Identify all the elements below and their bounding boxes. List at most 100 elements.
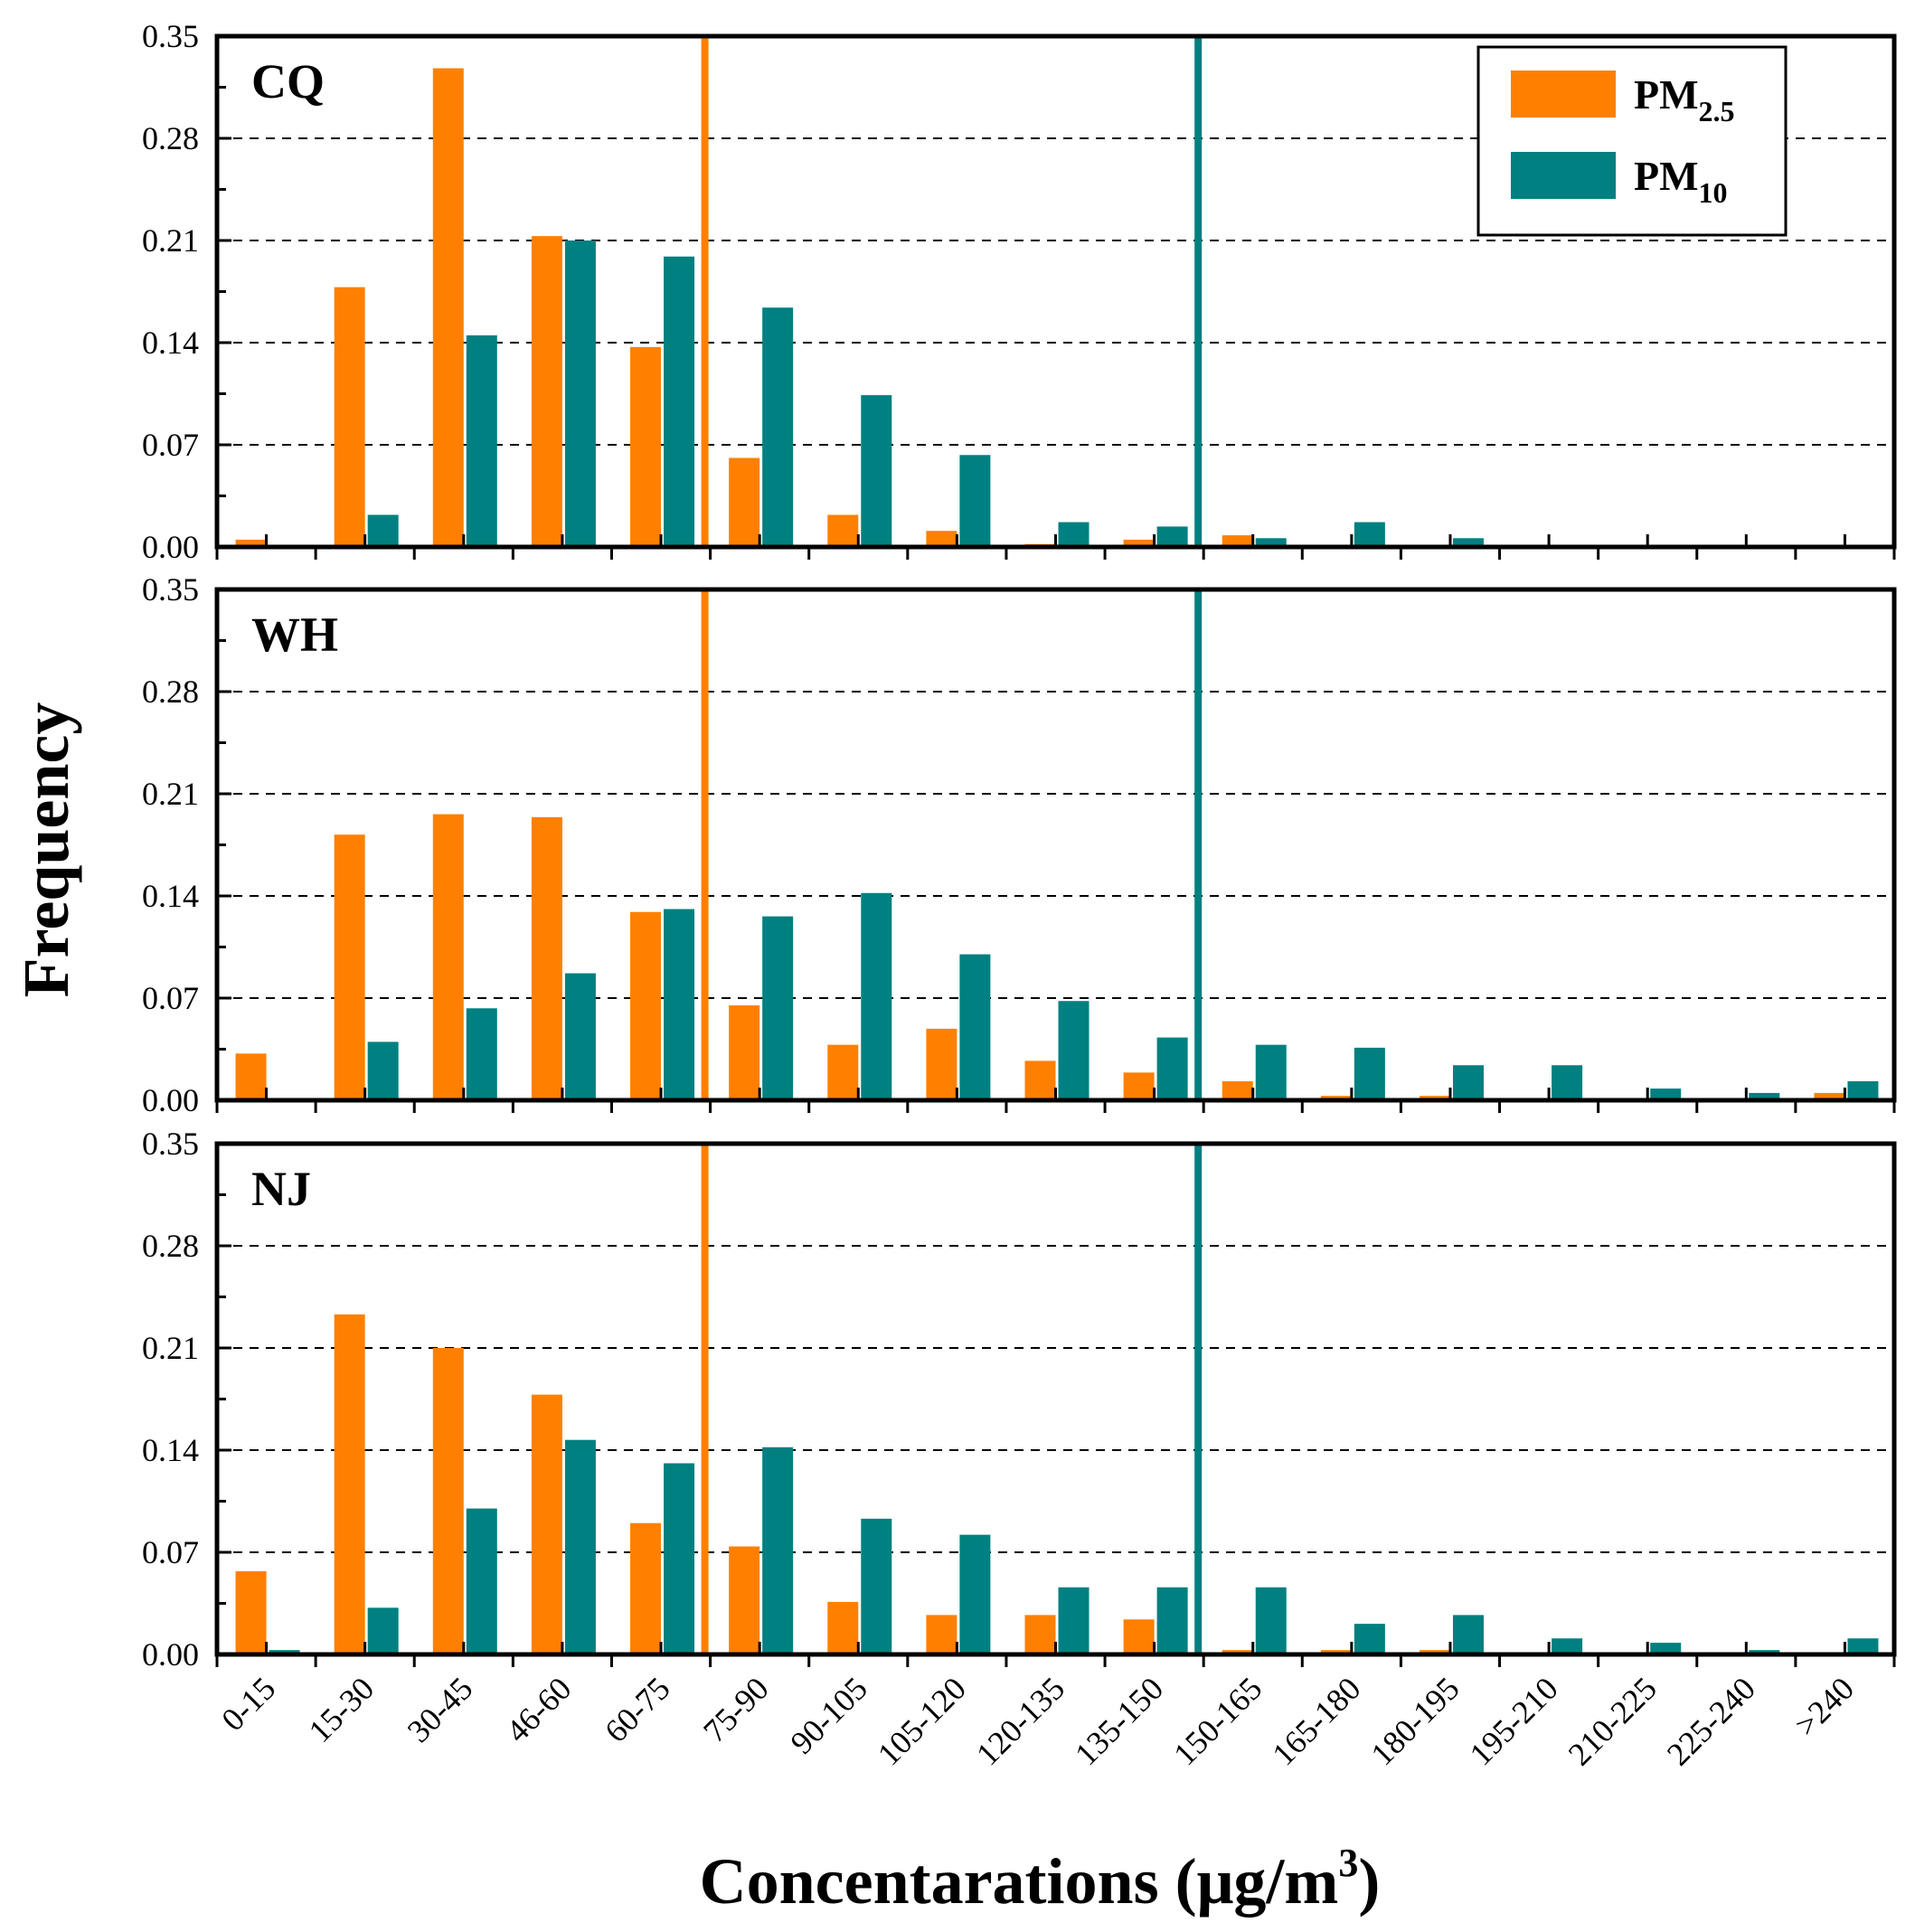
- y-tick-label: 0.14: [142, 325, 199, 361]
- x-axis-title-close: ): [1358, 1845, 1380, 1918]
- bar-pm10-wh-3: [564, 973, 596, 1100]
- legend-label-pm25: PM2.5: [1634, 71, 1735, 127]
- bar-pm25-nj-8: [1024, 1615, 1056, 1654]
- x-tick-label: 46-60: [499, 1670, 579, 1749]
- bar-pm25-cq-6: [827, 514, 859, 547]
- y-tick-label: 0.00: [142, 1636, 199, 1673]
- bar-pm10-wh-5: [762, 916, 794, 1100]
- bar-pm10-cq-8: [1058, 522, 1090, 547]
- bar-pm25-cq-0: [235, 539, 267, 547]
- bar-pm25-wh-2: [432, 814, 464, 1100]
- y-tick-label: 0.21: [142, 222, 199, 259]
- bar-pm25-cq-10: [1222, 535, 1253, 547]
- bar-pm10-cq-5: [762, 307, 794, 547]
- x-tick-label: 225-240: [1660, 1670, 1762, 1772]
- bar-pm25-wh-4: [630, 911, 662, 1100]
- legend: PM2.5 PM10: [1476, 45, 1788, 237]
- y-tick-label: 0.28: [142, 120, 199, 156]
- bar-pm10-nj-14: [1650, 1643, 1682, 1654]
- panel-frame: [214, 33, 1897, 550]
- bar-pm25-wh-3: [531, 816, 562, 1100]
- bar-pm10-wh-1: [367, 1041, 399, 1100]
- x-tick-label: 30-45: [401, 1670, 480, 1749]
- bar-pm10-nj-12: [1452, 1615, 1484, 1654]
- bar-pm10-wh-7: [959, 954, 991, 1100]
- x-axis-title: Concentarations (μg/m3): [700, 1841, 1381, 1918]
- bar-pm10-nj-13: [1552, 1638, 1583, 1654]
- bar-pm10-cq-6: [861, 395, 892, 547]
- legend-swatch-pm10: [1511, 152, 1616, 199]
- legend-label-pm10: PM10: [1634, 153, 1728, 209]
- bar-pm25-wh-9: [1123, 1072, 1155, 1100]
- bar-pm25-nj-3: [531, 1394, 562, 1654]
- x-tick-label: 15-30: [302, 1670, 382, 1749]
- y-tick-label: 0.35: [142, 1126, 199, 1162]
- bar-pm10-nj-5: [762, 1447, 794, 1654]
- y-tick-label: 0.07: [142, 1534, 199, 1570]
- bar-pm10-cq-4: [664, 256, 695, 547]
- x-tick-label: 135-150: [1068, 1670, 1170, 1772]
- bar-pm25-wh-8: [1024, 1060, 1056, 1100]
- bar-pm10-nj-1: [367, 1607, 399, 1654]
- y-axis-title: Frequency: [10, 702, 82, 998]
- bar-pm25-cq-2: [432, 68, 464, 547]
- bar-pm25-cq-3: [531, 236, 562, 547]
- bar-pm10-nj-3: [564, 1439, 596, 1654]
- y-tick-label: 0.21: [142, 776, 199, 812]
- x-tick-label: 90-105: [784, 1670, 874, 1760]
- panel-label: WH: [251, 608, 338, 662]
- bar-pm25-nj-2: [432, 1348, 464, 1654]
- x-tick-label: 75-90: [696, 1670, 776, 1749]
- bar-pm10-cq-10: [1255, 538, 1287, 547]
- bar-pm10-cq-3: [564, 240, 596, 547]
- bar-pm25-nj-1: [334, 1314, 365, 1654]
- bar-pm25-cq-7: [926, 531, 958, 547]
- x-tick-label: 60-75: [598, 1670, 677, 1749]
- bar-pm25-wh-7: [926, 1028, 958, 1100]
- y-tick-label: 0.35: [142, 571, 199, 608]
- x-tick-label: 195-210: [1463, 1670, 1565, 1772]
- x-tick-label: >240: [1788, 1670, 1861, 1743]
- bar-pm10-wh-13: [1552, 1065, 1583, 1100]
- bar-pm25-wh-5: [729, 1005, 760, 1100]
- y-tick-label: 0.28: [142, 674, 199, 710]
- y-tick-label: 0.14: [142, 878, 199, 914]
- bar-pm25-nj-6: [827, 1601, 859, 1654]
- x-tick-label: 180-195: [1363, 1670, 1466, 1772]
- panels-group: 0.000.070.140.210.280.35CQ0.000.070.140.…: [142, 18, 1897, 1773]
- bar-pm25-nj-5: [729, 1546, 760, 1654]
- y-tick-label: 0.07: [142, 980, 199, 1016]
- x-axis-title-superscript: 3: [1338, 1841, 1358, 1885]
- bar-pm10-wh-16: [1847, 1081, 1879, 1100]
- panel-label: CQ: [251, 54, 325, 108]
- panel-nj: 0.00 0.07 0.14 0.21 0.28 0.35 NJ 0-15 15-30 30-45…: [142, 1126, 1897, 1773]
- bar-pm10-nj-10: [1255, 1587, 1287, 1654]
- x-tick-label: 210-225: [1561, 1670, 1664, 1772]
- bar-pm10-wh-8: [1058, 1001, 1090, 1100]
- x-tick-label: 165-180: [1265, 1670, 1367, 1772]
- panel-wh: 0.00 0.07 0.14 0.21 0.28 0.35 WH: [142, 571, 1897, 1118]
- bar-pm10-cq-12: [1452, 538, 1484, 547]
- y-tick-label: 0.07: [142, 427, 199, 463]
- bar-pm25-wh-6: [827, 1044, 859, 1100]
- bar-pm10-nj-11: [1354, 1624, 1385, 1654]
- bar-pm10-wh-6: [861, 892, 892, 1100]
- bar-pm10-nj-16: [1847, 1638, 1879, 1654]
- y-tick-label: 0.28: [142, 1228, 199, 1264]
- legend-swatch-pm25: [1511, 71, 1616, 118]
- panel-frame: [214, 1141, 1897, 1657]
- bar-pm10-wh-14: [1650, 1089, 1682, 1100]
- bar-pm10-wh-12: [1452, 1065, 1484, 1100]
- bar-pm25-nj-9: [1123, 1619, 1155, 1654]
- bar-pm25-cq-9: [1123, 539, 1155, 547]
- bar-pm10-nj-8: [1058, 1587, 1090, 1654]
- bar-pm10-wh-10: [1255, 1044, 1287, 1100]
- bar-pm25-nj-0: [235, 1570, 267, 1654]
- bar-pm10-nj-9: [1156, 1587, 1188, 1654]
- bar-pm10-wh-9: [1156, 1037, 1188, 1100]
- bar-pm10-nj-2: [466, 1508, 497, 1654]
- bar-pm25-wh-0: [235, 1053, 267, 1100]
- bar-pm25-wh-1: [334, 834, 365, 1100]
- bar-pm10-wh-11: [1354, 1047, 1385, 1100]
- bar-pm10-nj-7: [959, 1534, 991, 1654]
